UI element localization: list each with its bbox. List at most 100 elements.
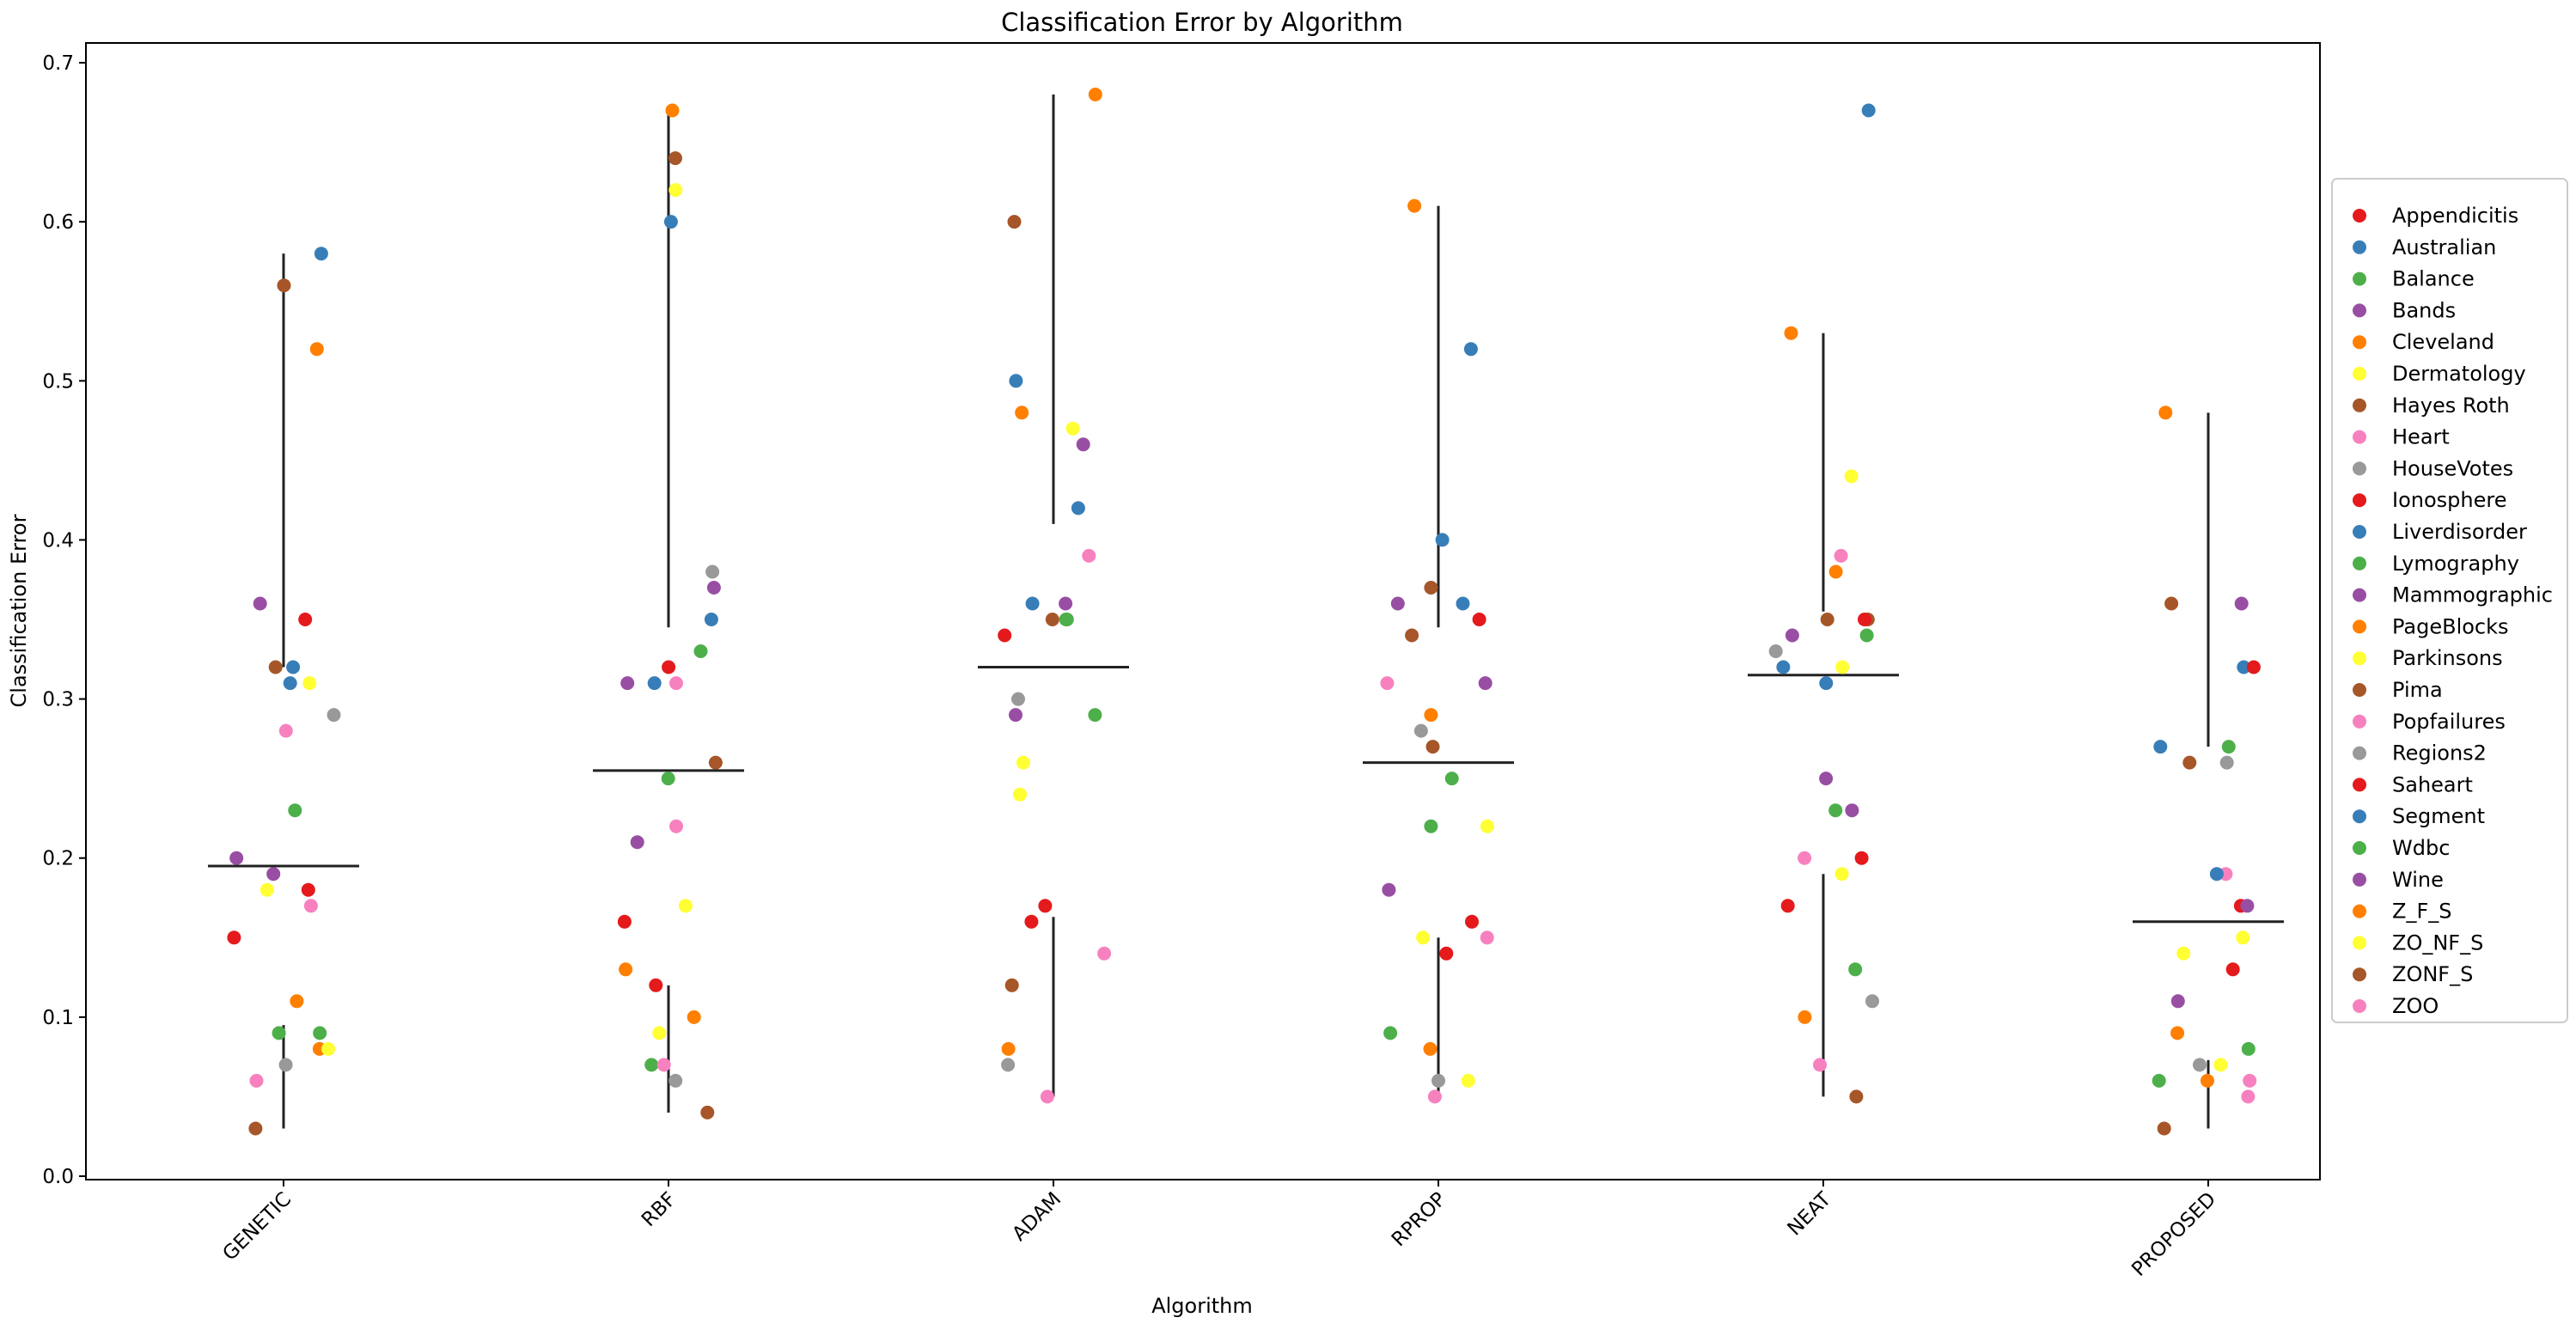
data-point [2182, 755, 2197, 770]
legend-marker [2353, 556, 2366, 570]
data-point [617, 914, 632, 929]
data-point [1845, 803, 1859, 818]
data-point [668, 151, 682, 166]
data-point [647, 676, 662, 691]
data-point [1776, 660, 1791, 674]
data-point [2213, 1058, 2228, 1072]
y-tick-label: 0.2 [42, 848, 74, 870]
summary-lines [208, 95, 2284, 1129]
data-point [1059, 613, 1073, 626]
data-point [1088, 88, 1102, 101]
data-point [301, 882, 315, 897]
data-point [1004, 978, 1019, 992]
data-point [1828, 564, 1843, 579]
data-point [1480, 930, 1494, 945]
legend-label: Bands [2392, 298, 2456, 322]
data-point [1382, 882, 1396, 897]
legend-marker [2353, 493, 2366, 508]
legend-label: Ionosphere [2392, 488, 2506, 512]
y-tick-label: 0.4 [42, 529, 74, 552]
data-point [665, 103, 680, 118]
data-point [1009, 708, 1022, 723]
legend-label: Z_F_S [2392, 900, 2451, 924]
data-point [1024, 914, 1039, 929]
data-point [313, 1026, 327, 1040]
legend-marker [2353, 271, 2366, 286]
data-point [1439, 946, 1454, 961]
data-point [1472, 613, 1486, 626]
data-point [1820, 613, 1834, 626]
legend-marker [2353, 746, 2366, 760]
legend-marker [2353, 588, 2366, 602]
data-point [668, 183, 683, 198]
legend-label: Mammographic [2392, 583, 2553, 607]
legend-marker [2353, 967, 2366, 982]
data-point [314, 247, 328, 261]
y-axis-label: Classification Error [7, 514, 31, 707]
data-point [2152, 1073, 2166, 1088]
data-point [1785, 628, 1799, 643]
legend-marker [2353, 335, 2366, 350]
data-point [1045, 613, 1059, 626]
x-axis-label: Algorithm [1151, 1294, 1253, 1318]
data-point [1040, 1089, 1054, 1104]
data-point [302, 676, 317, 691]
legend-label: Pima [2392, 678, 2443, 702]
data-point [253, 596, 267, 611]
data-point [1088, 708, 1102, 723]
data-point [1424, 708, 1438, 723]
data-point [2158, 406, 2173, 420]
data-point [1828, 803, 1843, 818]
data-point [1076, 437, 1090, 452]
data-point [661, 772, 675, 786]
data-point [1798, 1010, 1812, 1024]
legend-marker [2353, 461, 2366, 476]
chart-title: Classification Error by Algorithm [1001, 8, 1403, 37]
data-point [1859, 628, 1874, 643]
data-point [277, 278, 291, 293]
y-tick-label: 0.1 [42, 1007, 74, 1029]
data-point [1844, 469, 1859, 484]
data-point [652, 1026, 667, 1040]
data-point [268, 660, 283, 674]
legend-label: PageBlocks [2392, 614, 2509, 638]
data-point [669, 676, 683, 691]
legend-marker [2353, 936, 2366, 950]
legend-label: Segment [2392, 804, 2485, 828]
data-point [1834, 548, 1848, 563]
legend-marker [2353, 872, 2366, 887]
legend-label: Popfailures [2392, 710, 2506, 734]
data-point [644, 1058, 659, 1072]
data-point [1798, 851, 1812, 865]
legend: Appendicitis Australian Balance Bands Clevel… [2331, 178, 2568, 1023]
legend-label: Lymography [2392, 552, 2519, 576]
data-point [290, 994, 304, 1009]
legend-label: ZONF_S [2392, 962, 2473, 986]
data-point [1413, 723, 1428, 738]
data-point [229, 851, 244, 865]
data-point [1016, 755, 1030, 770]
x-tick-label: ADAM [1008, 1188, 1065, 1246]
legend-marker [2353, 430, 2366, 444]
data-point [1025, 596, 1040, 611]
data-point [1390, 596, 1405, 611]
data-point [2209, 867, 2224, 882]
data-point [619, 962, 633, 977]
data-point [1383, 1026, 1398, 1040]
data-point [1463, 342, 1478, 357]
data-point [668, 1073, 683, 1088]
data-point [1007, 215, 1022, 229]
legend-label: Balance [2392, 267, 2475, 291]
legend-box [2331, 178, 2568, 1023]
data-point [249, 1073, 264, 1088]
data-point [1416, 930, 1431, 945]
data-point [700, 1105, 715, 1119]
data-point [1461, 1073, 1475, 1088]
data-point [1001, 1041, 1016, 1056]
data-point [1097, 946, 1112, 961]
data-point [2157, 1121, 2171, 1136]
legend-marker [2353, 303, 2366, 318]
y-tick-label: 0.7 [42, 52, 74, 75]
data-points [227, 88, 2261, 1136]
legend-label: Cleveland [2392, 330, 2494, 354]
